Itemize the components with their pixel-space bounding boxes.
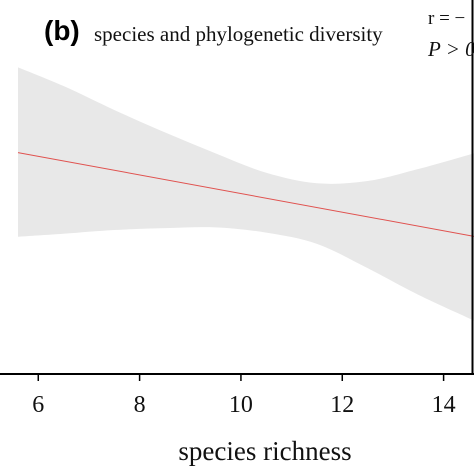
x-tick-label: 8 <box>134 392 146 418</box>
stat-p: P > 0 <box>427 37 474 61</box>
regression-line <box>17 152 474 237</box>
panel-label: (b) <box>44 15 80 46</box>
x-tick-label: 14 <box>432 392 456 418</box>
x-tick-label: 6 <box>32 392 44 418</box>
stat-r: r = − <box>428 8 465 29</box>
confidence-band <box>18 67 474 321</box>
plot-area <box>17 67 474 321</box>
x-tick-label: 10 <box>229 392 253 418</box>
x-tick-labels: 6 8 10 12 14 <box>32 392 455 418</box>
x-ticks <box>37 374 445 381</box>
x-tick-label: 12 <box>330 392 354 418</box>
x-axis-label: species richness <box>178 436 351 466</box>
chart-title: species and phylogenetic diversity <box>94 22 383 46</box>
